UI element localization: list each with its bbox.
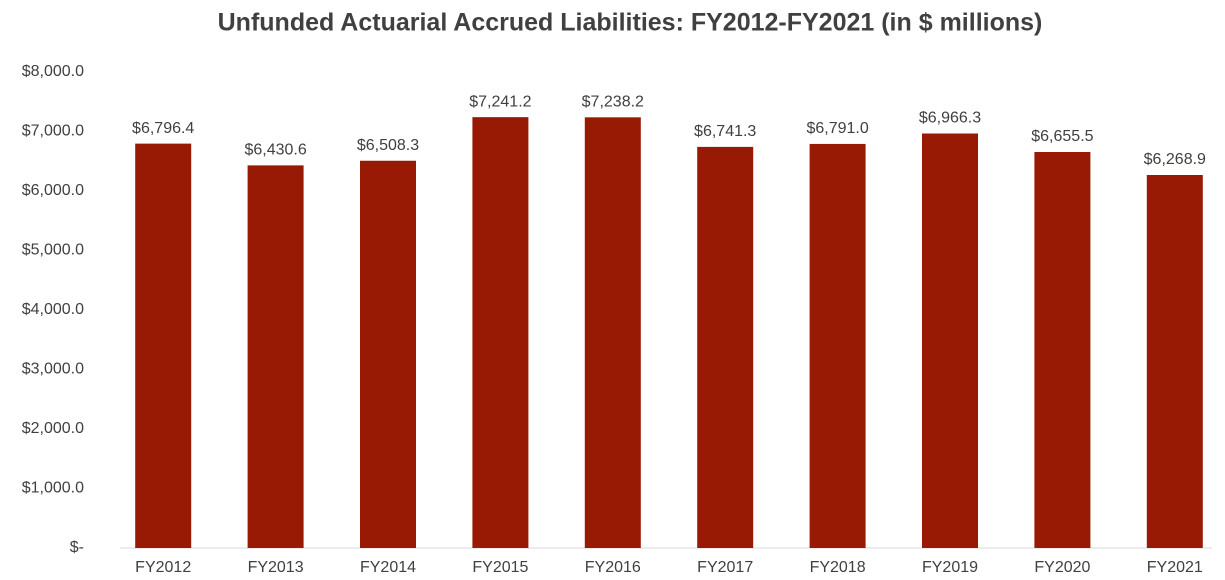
data-label: $6,430.6: [244, 142, 306, 159]
bar: [135, 143, 192, 548]
bar: [1146, 175, 1203, 549]
x-tick-label: FY2013: [248, 559, 304, 576]
x-tick-label: FY2015: [472, 559, 528, 576]
bar: [247, 165, 304, 548]
y-tick-label: $7,000.0: [22, 123, 84, 140]
bar: [1034, 151, 1091, 549]
chart-title: Unfunded Actuarial Accrued Liabilities: …: [218, 9, 1043, 37]
data-label: $6,741.3: [694, 123, 756, 140]
y-tick-label: $8,000.0: [22, 63, 84, 80]
bar: [922, 133, 978, 548]
x-tick-label: FY2020: [1034, 559, 1090, 576]
data-label: $6,268.9: [1144, 151, 1206, 168]
data-label: $6,791.0: [806, 120, 868, 137]
bar: [697, 146, 754, 549]
data-label: $6,796.4: [132, 120, 194, 137]
y-tick-label: $6,000.0: [22, 182, 84, 199]
y-tick-label: $-: [70, 539, 84, 556]
data-label: $6,966.3: [919, 110, 981, 127]
x-tick-label: FY2019: [922, 559, 978, 576]
x-tick-label: FY2012: [135, 559, 191, 576]
x-tick-label: FY2014: [360, 559, 416, 576]
bar: [360, 160, 416, 548]
y-tick-label: $2,000.0: [22, 420, 84, 437]
data-label: $7,241.2: [469, 93, 531, 110]
y-tick-label: $5,000.0: [22, 242, 84, 259]
bar: [809, 143, 866, 549]
y-tick-label: $1,000.0: [22, 480, 84, 497]
data-label: $7,238.2: [582, 94, 644, 111]
data-label: $6,655.5: [1031, 128, 1093, 145]
bar: [472, 117, 529, 549]
data-label: $6,508.3: [357, 137, 419, 154]
x-tick-label: FY2017: [697, 559, 753, 576]
y-tick-label: $4,000.0: [22, 301, 84, 318]
bar: [584, 117, 641, 549]
y-tick-label: $3,000.0: [22, 361, 84, 378]
x-tick-label: FY2018: [810, 559, 866, 576]
x-tick-label: FY2016: [585, 559, 641, 576]
x-tick-label: FY2021: [1147, 559, 1203, 576]
